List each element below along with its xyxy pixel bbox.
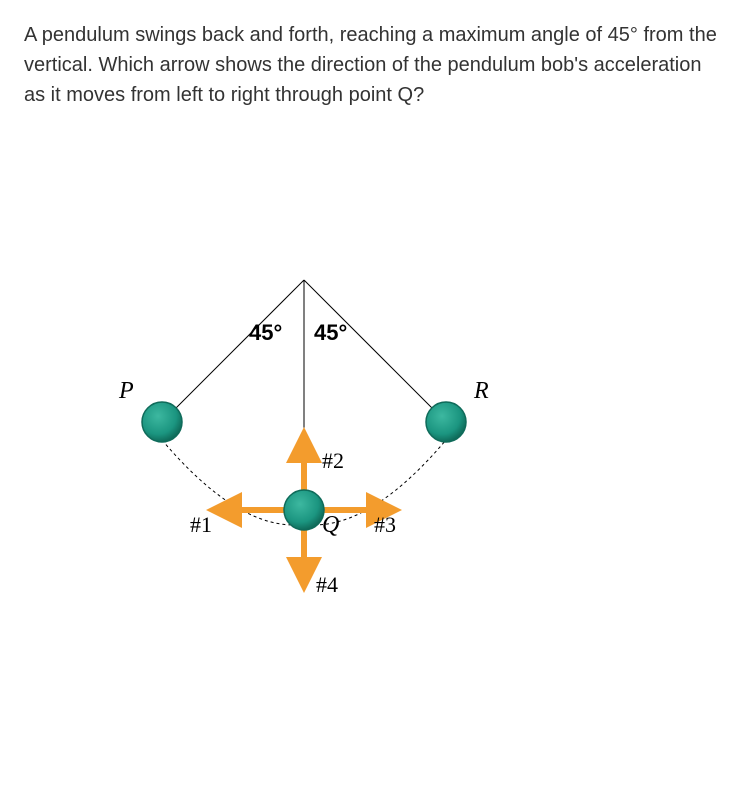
arrow-label-2: #2 <box>322 448 344 474</box>
arrow-label-4: #4 <box>316 572 338 598</box>
bob-p <box>142 402 182 442</box>
angle-left-label: 45° <box>249 320 282 346</box>
angle-right-label: 45° <box>314 320 347 346</box>
arrow-label-3: #3 <box>374 512 396 538</box>
bob-r <box>426 402 466 442</box>
string-right <box>304 280 446 422</box>
label-p: P <box>119 378 134 405</box>
string-left <box>162 280 304 422</box>
question-text: A pendulum swings back and forth, reachi… <box>24 20 721 110</box>
pendulum-diagram: 45° 45° P R Q #1 #2 #3 #4 <box>84 250 584 750</box>
label-r: R <box>474 378 489 405</box>
bob-q <box>284 490 324 530</box>
diagram-svg <box>84 250 584 700</box>
arrow-label-1: #1 <box>190 512 212 538</box>
label-q: Q <box>322 512 339 539</box>
